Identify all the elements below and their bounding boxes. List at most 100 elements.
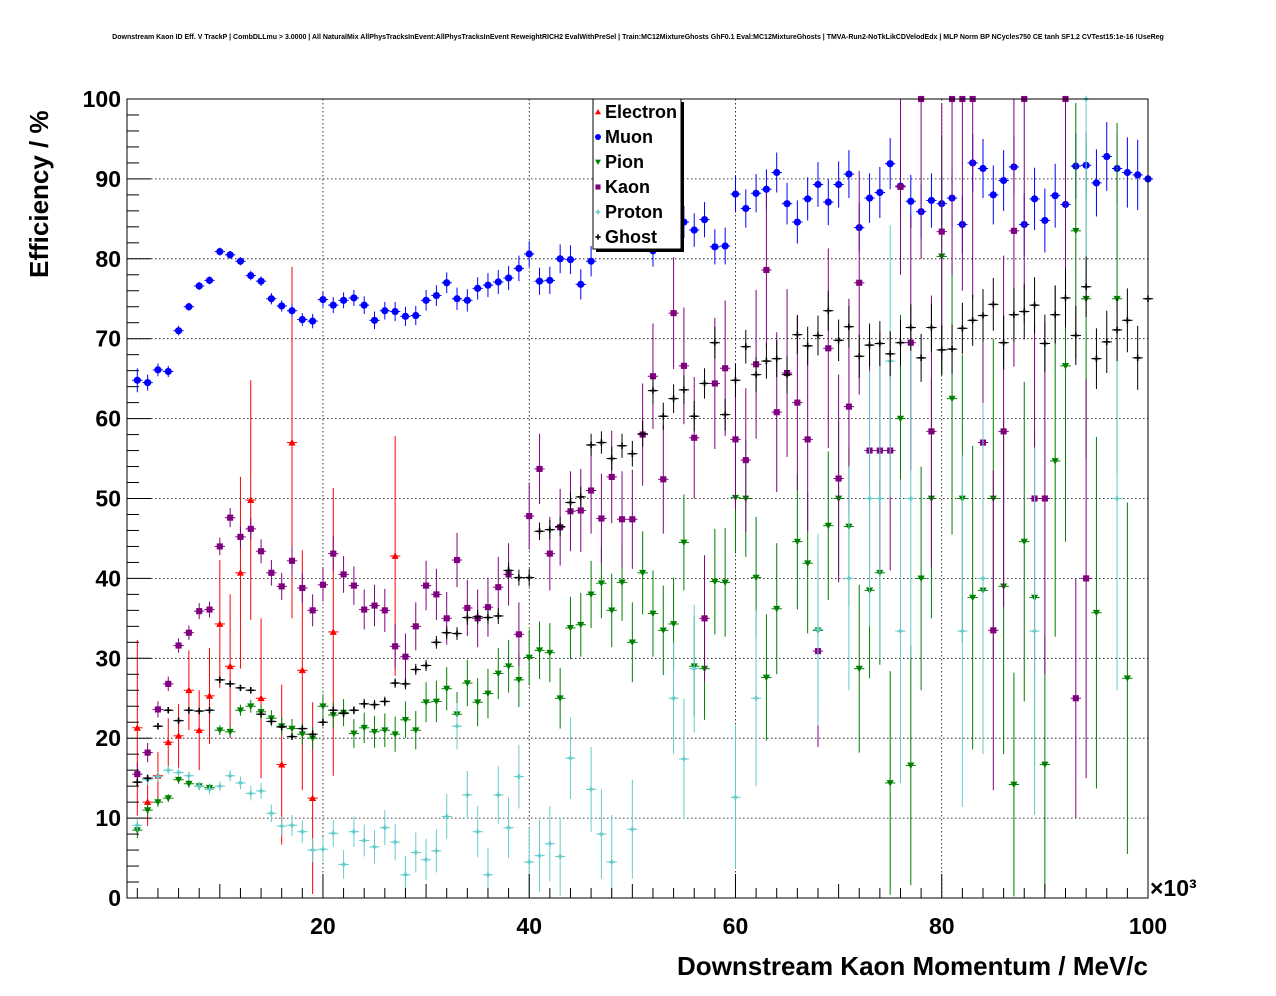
- data-point-ghost: [556, 523, 564, 530]
- data-point-kaon: [299, 584, 306, 592]
- data-point-pion: [1051, 458, 1059, 465]
- data-point-kaon: [484, 604, 492, 611]
- data-point-kaon: [526, 513, 533, 520]
- data-point-ghost: [371, 701, 378, 708]
- y-tick-label: 40: [95, 565, 121, 591]
- legend-marker-proton: [594, 208, 602, 216]
- data-point-ghost: [422, 662, 430, 669]
- data-point-kaon: [660, 476, 667, 483]
- data-point-kaon: [237, 533, 244, 540]
- data-point-pion: [350, 730, 358, 738]
- data-point-muon: [504, 274, 513, 282]
- data-point-muon: [154, 366, 162, 374]
- data-point-ghost: [897, 339, 904, 346]
- data-point-pion: [360, 724, 368, 732]
- data-point-ghost: [216, 676, 224, 684]
- x-axis-multiplier: ×10³: [1150, 875, 1197, 901]
- data-point-kaon: [598, 515, 605, 522]
- data-point-kaon: [330, 550, 337, 557]
- data-point-ghost: [546, 526, 554, 533]
- data-point-ghost: [959, 325, 966, 332]
- data-point-proton: [246, 789, 255, 798]
- data-point-muon: [1051, 192, 1059, 200]
- data-point-muon: [762, 185, 771, 193]
- data-point-electron: [226, 662, 234, 670]
- data-point-kaon: [804, 436, 811, 443]
- data-point-proton: [380, 823, 389, 832]
- data-point-pion: [247, 703, 255, 710]
- data-point-kaon: [227, 514, 234, 521]
- data-point-ghost: [257, 710, 265, 718]
- x-tick-label: 100: [1129, 913, 1167, 939]
- data-point-kaon: [134, 771, 141, 778]
- data-point-muon: [257, 277, 265, 285]
- data-point-ghost: [360, 700, 368, 708]
- data-point-electron: [391, 552, 399, 559]
- data-point-kaon: [278, 583, 285, 590]
- data-point-electron: [278, 760, 286, 768]
- data-point-ghost: [495, 612, 502, 620]
- data-point-proton: [308, 846, 317, 855]
- data-point-pion: [1010, 781, 1018, 789]
- data-point-ghost: [134, 778, 141, 786]
- data-point-kaon: [1010, 227, 1017, 234]
- data-point-ghost: [886, 350, 894, 358]
- legend-label-pion: Pion: [605, 152, 644, 172]
- chart-title: Downstream Kaon ID Eff. V TrackP | CombD…: [112, 34, 1164, 41]
- data-point-proton: [391, 838, 400, 847]
- data-point-muon: [195, 282, 203, 290]
- data-point-muon: [205, 276, 214, 284]
- data-point-ghost: [639, 430, 646, 438]
- data-point-ghost: [1134, 354, 1141, 362]
- data-point-kaon: [247, 525, 254, 532]
- data-point-ghost: [577, 493, 585, 501]
- data-point-kaon: [165, 680, 172, 687]
- data-point-proton: [370, 842, 379, 851]
- data-point-proton: [360, 836, 369, 845]
- data-point-ghost: [948, 345, 956, 353]
- legend-box: [592, 98, 682, 250]
- data-point-ghost: [350, 706, 358, 714]
- data-point-ghost: [711, 339, 719, 346]
- data-point-ghost: [660, 412, 667, 420]
- data-point-proton: [133, 821, 142, 830]
- data-point-muon: [350, 294, 358, 302]
- data-point-muon: [360, 301, 368, 309]
- legend-label-muon: Muon: [605, 127, 653, 147]
- legend-marker-ghost: [595, 234, 601, 240]
- data-point-ghost: [690, 412, 698, 420]
- data-point-proton: [174, 768, 183, 777]
- data-point-muon: [1041, 216, 1049, 225]
- data-point-muon: [835, 180, 843, 189]
- y-tick-label: 50: [95, 486, 121, 512]
- data-point-kaon: [464, 604, 471, 612]
- data-point-proton: [535, 851, 544, 860]
- data-point-electron: [185, 686, 193, 694]
- data-point-kaon: [1083, 575, 1090, 582]
- data-point-pion: [1123, 675, 1131, 682]
- data-point-muon: [845, 170, 853, 178]
- data-point-muon: [484, 281, 492, 289]
- data-point-pion: [443, 685, 451, 693]
- data-point-pion: [216, 727, 224, 734]
- data-point-proton: [597, 830, 606, 839]
- data-point-ghost: [412, 666, 420, 673]
- data-point-proton: [504, 823, 513, 832]
- data-point-kaon: [453, 556, 461, 564]
- data-point-muon: [319, 295, 327, 304]
- data-point-ghost: [1113, 326, 1121, 334]
- data-point-muon: [298, 315, 306, 324]
- data-point-muon: [443, 279, 451, 287]
- data-point-pion: [288, 725, 296, 733]
- data-point-ghost: [464, 614, 471, 621]
- data-point-ghost: [278, 723, 285, 731]
- data-point-ghost: [1000, 339, 1007, 346]
- y-tick-label: 70: [95, 326, 121, 352]
- data-point-pion: [515, 676, 523, 684]
- data-point-pion: [855, 665, 863, 673]
- data-point-proton: [215, 782, 224, 791]
- data-point-muon: [144, 379, 152, 387]
- data-point-ghost: [185, 706, 193, 714]
- data-point-muon: [216, 248, 224, 256]
- data-point-ghost: [144, 774, 151, 782]
